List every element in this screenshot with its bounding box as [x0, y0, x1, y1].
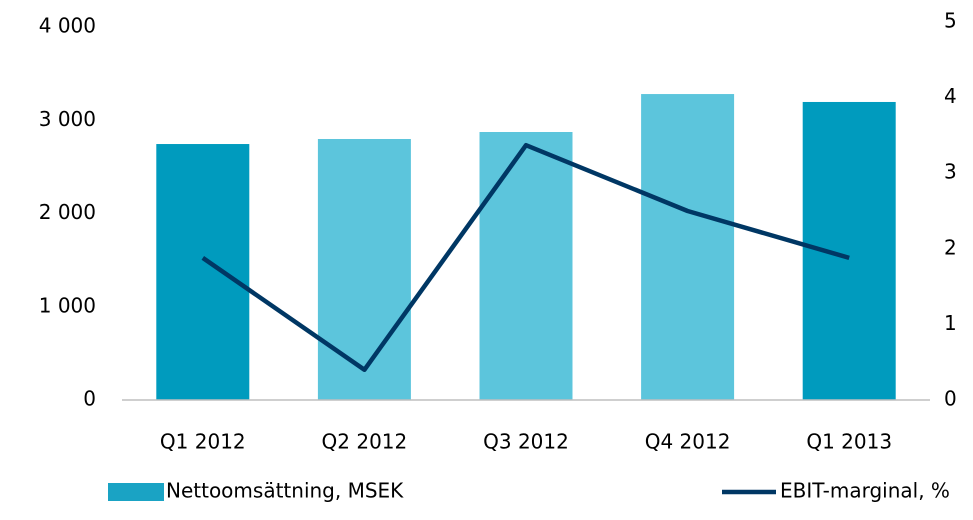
y-tick-label: 3 000: [39, 107, 96, 131]
y2-tick-label: 4: [944, 84, 957, 108]
y2-tick-label: 2: [944, 235, 957, 259]
y-tick-label: 1 000: [39, 293, 96, 317]
x-tick-label: Q4 2012: [645, 430, 731, 454]
legend-label: EBIT-marginal, %: [780, 479, 950, 503]
x-tick-label: Q3 2012: [483, 430, 569, 454]
legend-label: Nettoomsättning, MSEK: [166, 479, 404, 503]
bar: [156, 144, 250, 400]
y2-tick-label: 0: [944, 387, 957, 411]
y2-tick-label: 1: [944, 311, 957, 335]
bar: [479, 131, 573, 400]
x-tick-label: Q1 2013: [806, 430, 892, 454]
line: [201, 142, 850, 373]
y2-tick-label: 3: [944, 160, 957, 184]
x-tick-label: Q1 2012: [160, 430, 246, 454]
bar: [641, 94, 735, 400]
y-tick-label: 4 000: [39, 14, 96, 38]
bar: [317, 138, 411, 400]
legend-swatch: [108, 483, 164, 501]
y2-tick-label: 5: [944, 9, 957, 33]
y-tick-label: 0: [83, 387, 96, 411]
x-tick-label: Q2 2012: [322, 430, 408, 454]
y-tick-label: 2 000: [39, 200, 96, 224]
bar: [802, 101, 896, 401]
